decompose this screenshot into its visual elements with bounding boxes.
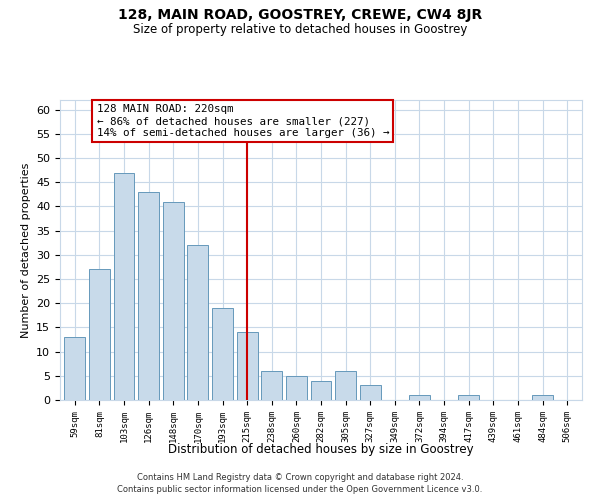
- Text: Contains public sector information licensed under the Open Government Licence v3: Contains public sector information licen…: [118, 485, 482, 494]
- Bar: [458, 395, 479, 400]
- Bar: [311, 380, 331, 400]
- Bar: [286, 376, 307, 400]
- Bar: [212, 308, 233, 400]
- Bar: [532, 395, 553, 400]
- Text: Size of property relative to detached houses in Goostrey: Size of property relative to detached ho…: [133, 22, 467, 36]
- Bar: [163, 202, 184, 400]
- Bar: [360, 386, 381, 400]
- Bar: [89, 270, 110, 400]
- Text: 128 MAIN ROAD: 220sqm
← 86% of detached houses are smaller (227)
14% of semi-det: 128 MAIN ROAD: 220sqm ← 86% of detached …: [97, 104, 389, 138]
- Bar: [113, 172, 134, 400]
- Bar: [335, 371, 356, 400]
- Bar: [409, 395, 430, 400]
- Bar: [187, 245, 208, 400]
- Bar: [261, 371, 282, 400]
- Text: Contains HM Land Registry data © Crown copyright and database right 2024.: Contains HM Land Registry data © Crown c…: [137, 472, 463, 482]
- Bar: [138, 192, 159, 400]
- Bar: [64, 337, 85, 400]
- Bar: [236, 332, 257, 400]
- Text: Distribution of detached houses by size in Goostrey: Distribution of detached houses by size …: [168, 442, 474, 456]
- Text: 128, MAIN ROAD, GOOSTREY, CREWE, CW4 8JR: 128, MAIN ROAD, GOOSTREY, CREWE, CW4 8JR: [118, 8, 482, 22]
- Y-axis label: Number of detached properties: Number of detached properties: [20, 162, 31, 338]
